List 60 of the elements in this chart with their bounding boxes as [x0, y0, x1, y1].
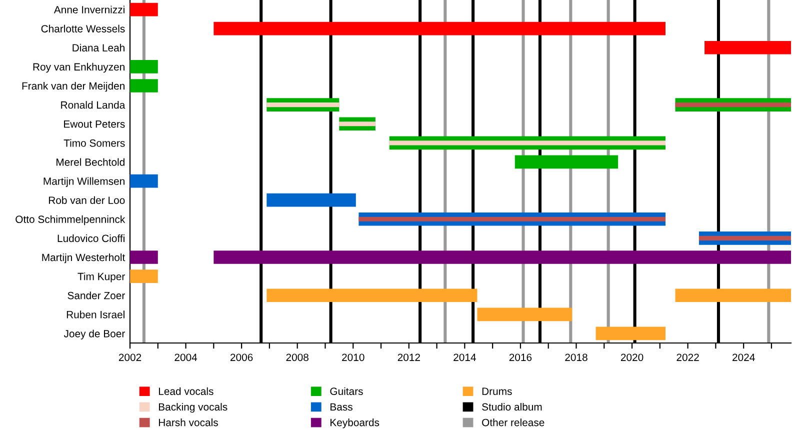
legend-label: Studio album [482, 402, 542, 411]
bar [266, 288, 478, 302]
x-tick-label: 2018 [565, 354, 588, 362]
y-tick-label: Martijn Westerholt [42, 253, 126, 264]
x-tick-label: 2014 [454, 354, 476, 362]
x-tick-label: 2020 [620, 354, 644, 362]
y-tick-label: Merel Bechtold [56, 158, 124, 166]
legend-label: Drums [482, 388, 512, 396]
bar [266, 193, 356, 207]
bar [698, 236, 791, 240]
bar [130, 174, 158, 188]
x-tick-label: 2024 [732, 354, 755, 362]
y-tick-label: Ruben Israel [66, 310, 124, 318]
x-tick-label: 2022 [676, 354, 699, 362]
bar [214, 22, 666, 36]
x-tick-label: 2002 [118, 354, 142, 362]
y-tick-label: Timo Somers [64, 139, 125, 147]
bar [339, 122, 376, 126]
bar [596, 326, 666, 340]
x-tick-label: 2004 [174, 354, 198, 362]
y-tick-label: Anne Invernizzi [54, 6, 124, 14]
bar [514, 155, 618, 169]
legend-label: Other release [482, 418, 544, 426]
y-tick-label: Otto Schimmelpenninck [16, 215, 126, 226]
y-tick-label: Martijn Willemsen [44, 177, 124, 187]
x-tick-label: 2008 [286, 354, 308, 362]
y-tick-label: Diana Leah [72, 44, 124, 52]
y-tick-label: Ronald Landa [61, 101, 126, 109]
y-tick-label: Sander Zoer [68, 292, 125, 300]
y-tick-label: Charlotte Wessels [41, 24, 125, 32]
bar [477, 308, 572, 322]
bar [358, 216, 666, 222]
y-tick-label: Joey de Boer [64, 330, 125, 340]
legend-label: Guitars [330, 387, 363, 396]
legend-label: Backing vocals [158, 402, 228, 413]
x-tick-label: 2016 [509, 354, 532, 362]
legend-label: Bass [330, 403, 352, 411]
y-tick-label: Ewout Peters [64, 120, 125, 128]
bar [675, 288, 791, 302]
x-tick-label: 2012 [398, 354, 420, 362]
y-tick-label: Tim Kuper [78, 272, 125, 282]
bar [130, 250, 158, 264]
x-tick-label: 2006 [230, 354, 253, 362]
bar [214, 250, 791, 264]
bar [130, 60, 158, 74]
bar [704, 40, 791, 54]
legend-label: Lead vocals [158, 387, 214, 396]
bar [266, 102, 340, 108]
y-tick-label: Ludovico Cioffi [58, 234, 124, 242]
x-tick-label: 2010 [342, 354, 364, 362]
bar [675, 102, 791, 108]
bar [130, 2, 158, 16]
legend-label: Keyboards [330, 418, 380, 428]
bar [130, 79, 158, 92]
bar [389, 140, 666, 146]
legend-label: Harsh vocals [158, 418, 218, 426]
y-tick-label: Frank van der Meijden [22, 82, 124, 92]
y-tick-label: Roy van Enkhuyzen [33, 62, 124, 73]
y-tick-label: Rob van der Loo [48, 196, 125, 204]
bar [130, 270, 158, 283]
